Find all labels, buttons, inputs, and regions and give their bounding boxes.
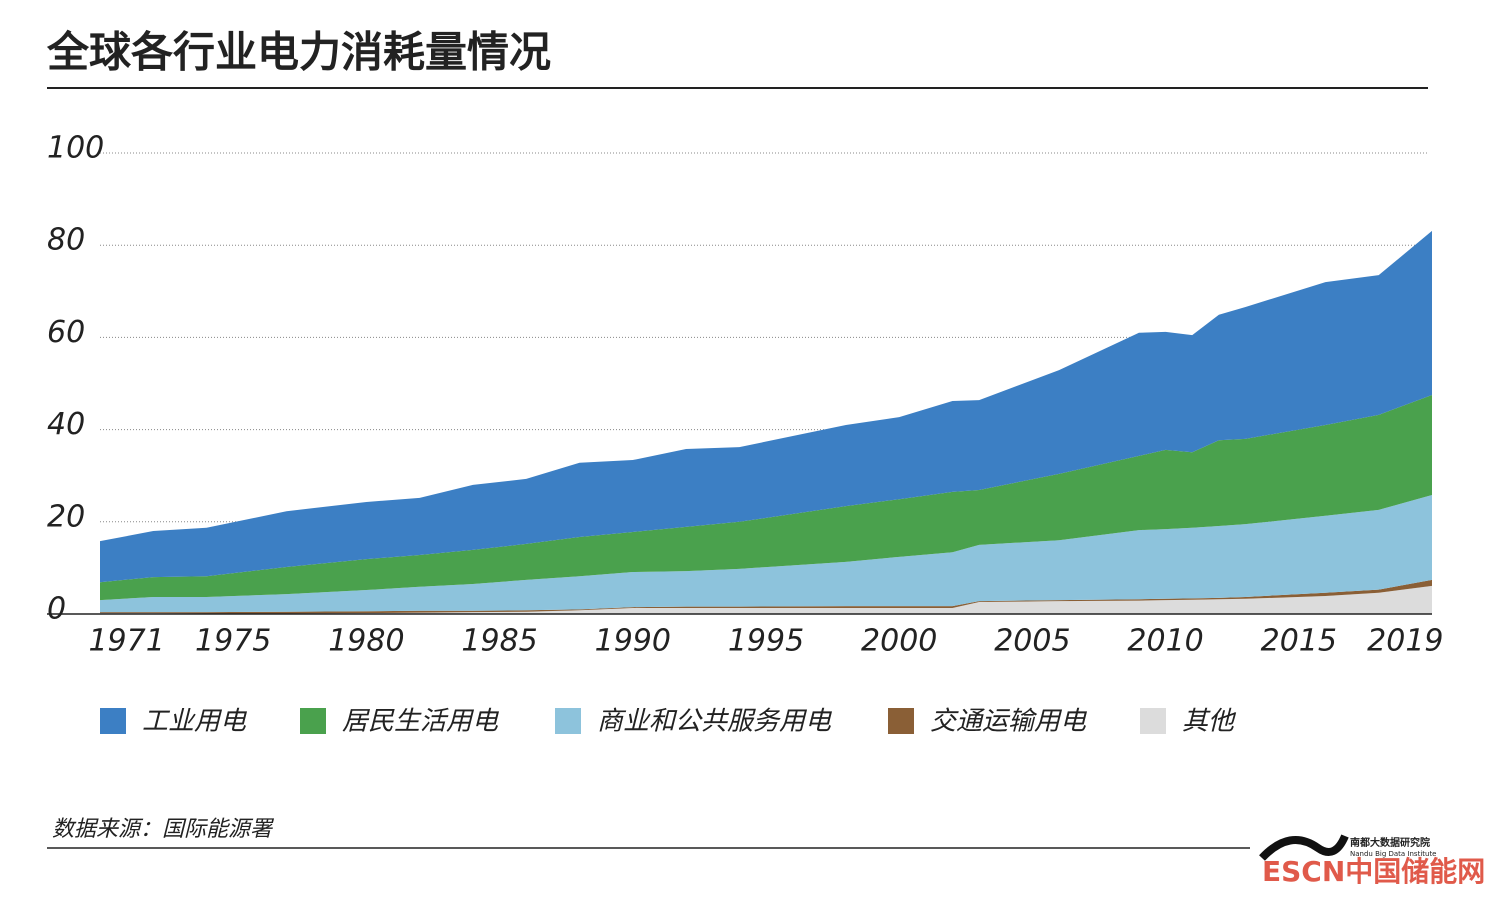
- y-tick-label: 20: [47, 499, 85, 534]
- x-tick-label: 2005: [994, 624, 1070, 659]
- x-tick-label: 1990: [595, 624, 671, 659]
- legend-label: 商业和公共服务用电: [597, 707, 832, 737]
- legend-swatch: [888, 708, 914, 734]
- institute: 南都大数据研究院: [1350, 836, 1430, 849]
- legend-label: 居民生活用电: [342, 707, 499, 737]
- area: [100, 585, 1432, 614]
- legend-swatch: [100, 708, 126, 734]
- x-tick-label: 1995: [728, 624, 804, 659]
- legend-swatch: [555, 708, 581, 734]
- legend-label: 交通运输用电: [930, 707, 1087, 737]
- logo-text: ESCN中国储能网: [1262, 855, 1485, 888]
- legend-swatch: [1140, 708, 1166, 734]
- legend-label: 工业用电: [142, 707, 247, 737]
- x-tick-label: 2015: [1261, 624, 1337, 659]
- x-tick-label: 2000: [861, 624, 937, 659]
- x-tick-label: 2010: [1127, 624, 1203, 659]
- x-tick-label: 1985: [461, 624, 537, 659]
- x-tick-label: 1975: [195, 624, 271, 659]
- area: [100, 395, 1432, 601]
- area: [100, 579, 1432, 614]
- y-tick-label: 60: [47, 315, 85, 350]
- y-tick-label: 80: [47, 223, 85, 258]
- source: 数据来源：国际能源署: [52, 817, 275, 842]
- y-tick-label: 100: [47, 131, 104, 166]
- x-tick-label: 2019: [1367, 624, 1443, 659]
- legend-label: 其他: [1182, 707, 1237, 737]
- area: [100, 495, 1432, 613]
- area: [100, 230, 1432, 583]
- y-tick-label: 0: [47, 592, 66, 627]
- institute-en: Nandu Big Data Institute: [1350, 850, 1437, 858]
- chart-title: 全球各行业电力消耗量情况: [46, 28, 551, 77]
- legend-swatch: [300, 708, 326, 734]
- logo-mark: [1259, 834, 1349, 861]
- x-tick-label: 1980: [328, 624, 404, 659]
- y-tick-label: 40: [47, 407, 85, 442]
- x-tick-label: 1971: [88, 624, 164, 659]
